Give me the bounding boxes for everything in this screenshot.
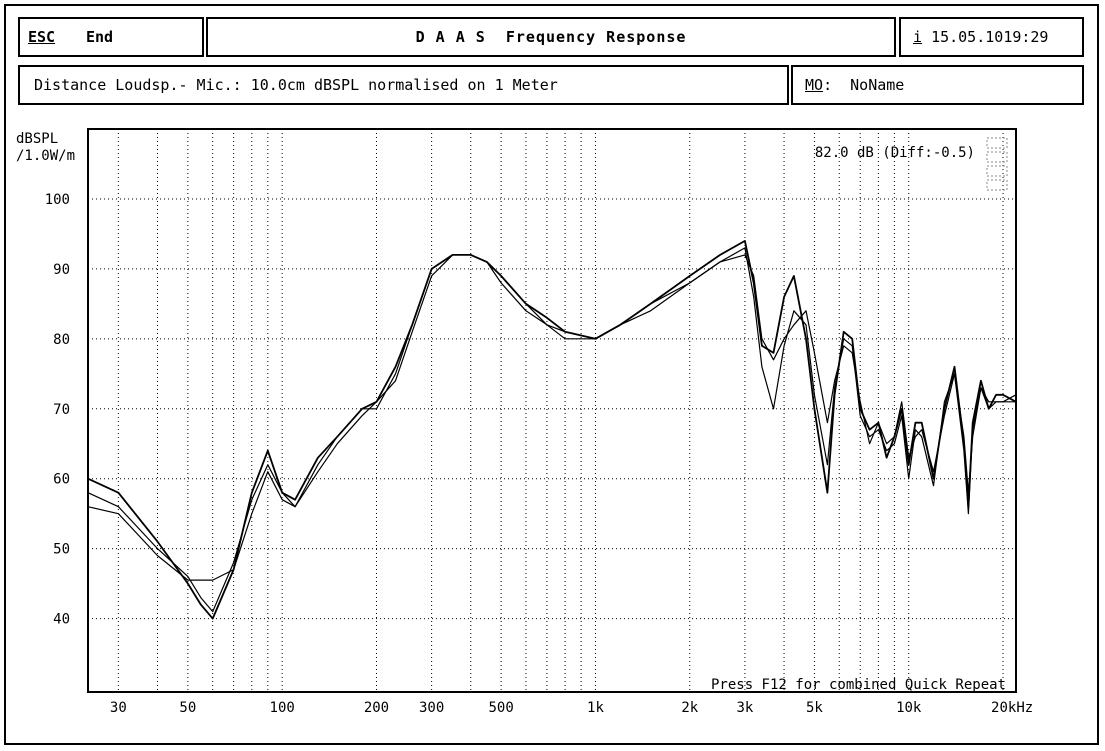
x-tick-label: 5k — [806, 700, 823, 716]
esc-button[interactable]: ESC — [28, 28, 56, 46]
x-tick-label: 50 — [179, 700, 196, 716]
axis-labels: 40 50 60 70 80 90 100 30 50 100 200 300 500 1k 2k 3k 5k 1… — [45, 192, 1033, 716]
y-tick-label: 90 — [53, 262, 70, 278]
x-tick-label: 1k — [587, 700, 604, 716]
description-box: Distance Loudsp.- Mic.: 10.0cm dBSPL nor… — [18, 65, 789, 105]
esc-end-box: ESC End — [18, 17, 204, 57]
series-line-3 — [87, 254, 1017, 581]
x-tick-label: 300 — [419, 700, 444, 716]
end-button[interactable]: End — [86, 28, 114, 46]
model-box: MO : NoName — [791, 65, 1084, 105]
level-annotation: 82.0 dB (Diff:-0.5) — [815, 145, 975, 161]
y-tick-label: 60 — [53, 472, 70, 488]
x-tick-label: 10k — [896, 700, 922, 716]
y-axis-label-line2: /1.0W/m — [16, 148, 75, 164]
x-tick-label: 100 — [270, 700, 295, 716]
x-tick-label: 30 — [110, 700, 127, 716]
legend-marker-icon — [986, 137, 1008, 191]
x-tick-label: 3k — [736, 700, 753, 716]
y-tick-label: 40 — [53, 612, 70, 628]
x-tick-label: 20kHz — [991, 700, 1033, 716]
grid — [88, 129, 1016, 692]
timestamp-date: 15.05.10 — [931, 28, 1004, 46]
info-box: i 15.05.10 19:29 — [899, 17, 1084, 57]
measurement-description: Distance Loudsp.- Mic.: 10.0cm dBSPL nor… — [34, 76, 558, 94]
page-title: D A A S Frequency Response — [415, 28, 687, 46]
footer-note: Press F12 for combined Quick Repeat — [711, 677, 1006, 693]
model-name: NoName — [850, 76, 905, 94]
y-tick-label: 50 — [53, 542, 70, 558]
plot-area-border — [87, 128, 1017, 693]
model-key[interactable]: MO — [805, 76, 824, 94]
title-box: D A A S Frequency Response — [206, 17, 896, 57]
series-group — [87, 239, 1017, 620]
y-axis-label-line1: dBSPL — [16, 131, 58, 147]
x-tick-label: 200 — [364, 700, 389, 716]
series-line-1 — [87, 239, 1017, 620]
y-tick-label: 100 — [45, 192, 70, 208]
series-line-2 — [87, 247, 1016, 613]
timestamp-time: 19:29 — [1003, 28, 1049, 46]
model-separator: : — [823, 76, 833, 94]
info-button[interactable]: i — [913, 28, 923, 46]
x-tick-label: 500 — [488, 700, 513, 716]
window-frame — [4, 4, 1099, 745]
x-tick-label: 2k — [681, 700, 698, 716]
y-tick-label: 70 — [53, 402, 70, 418]
y-tick-label: 80 — [53, 332, 70, 348]
